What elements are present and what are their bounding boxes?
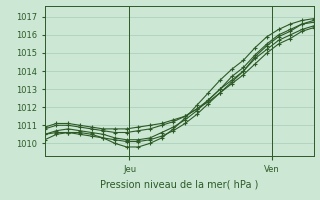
- X-axis label: Pression niveau de la mer( hPa ): Pression niveau de la mer( hPa ): [100, 180, 258, 190]
